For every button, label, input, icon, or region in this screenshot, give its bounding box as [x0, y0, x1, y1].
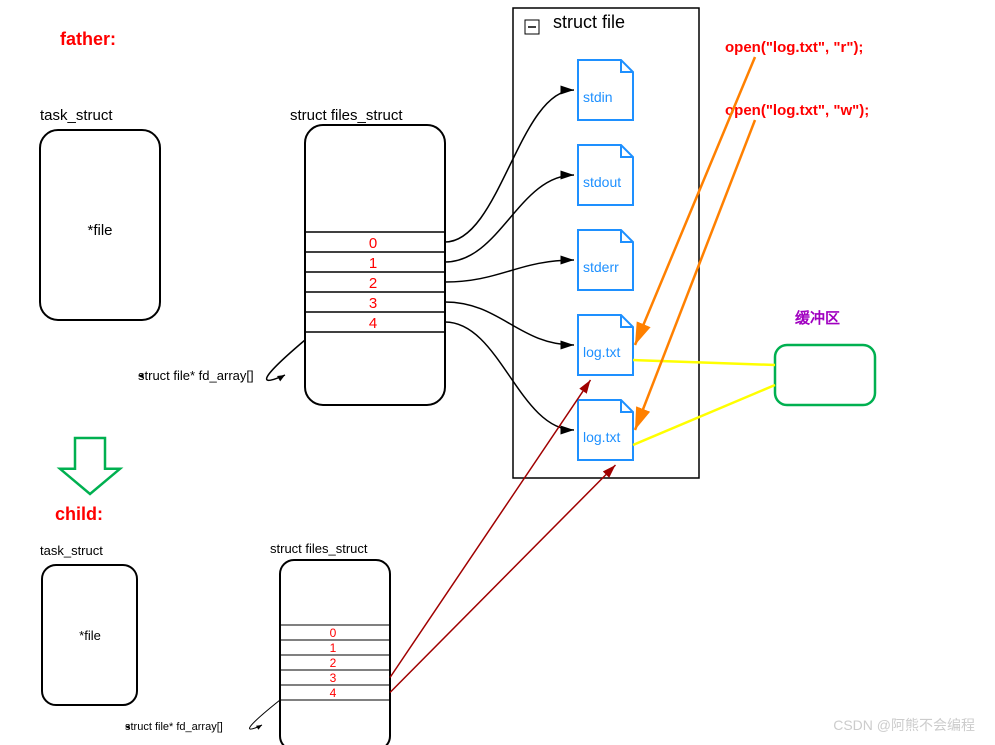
task-struct-c-label: task_struct	[40, 543, 103, 558]
file-icon-4: log.txt	[578, 400, 633, 460]
child-fd4-arrow	[390, 465, 616, 693]
file-icon-4-label: log.txt	[583, 429, 620, 445]
fork-arrow-icon	[60, 438, 120, 494]
file-icon-1-label: stdout	[583, 174, 621, 190]
buf-line-1	[633, 360, 775, 365]
file-icon-0-label: stdin	[583, 89, 613, 105]
file-icon-3: log.txt	[578, 315, 633, 375]
fd-index-f-2: 2	[369, 275, 377, 292]
file-icon-0: stdin	[578, 60, 633, 120]
files-struct-c-label: struct files_struct	[270, 541, 368, 556]
fd-array-c-label: struct file* fd_array[]	[125, 721, 223, 733]
fd-arrow-f-2	[445, 260, 574, 282]
fd-index-f-3: 3	[369, 295, 377, 312]
open-r-arrow	[635, 57, 755, 345]
file-icon-1: stdout	[578, 145, 633, 205]
fd-array-f-label: struct file* fd_array[]	[138, 368, 254, 383]
task-struct-f-label: task_struct	[40, 107, 113, 124]
fd-arrow-f-4	[445, 322, 574, 430]
fd-arrow-f-1	[445, 175, 574, 262]
file-ptr-f: *file	[87, 222, 112, 239]
father-label: father:	[60, 29, 116, 49]
fd-index-c-0: 0	[330, 626, 337, 640]
files-struct-f-label: struct files_struct	[290, 107, 403, 124]
child-fd3-arrow	[390, 380, 591, 678]
buffer-box	[775, 345, 875, 405]
open-r-label: open("log.txt", "r");	[725, 39, 863, 56]
struct-file-label: struct file	[553, 12, 625, 32]
open-w-label: open("log.txt", "w");	[725, 102, 869, 119]
file-ptr-c: *file	[79, 628, 101, 643]
fd-index-f-4: 4	[369, 315, 377, 332]
fd-index-f-0: 0	[369, 235, 377, 252]
fd-index-c-1: 1	[330, 641, 337, 655]
file-icon-2: stderr	[578, 230, 633, 290]
file-icon-2-label: stderr	[583, 259, 619, 275]
child-label: child:	[55, 504, 103, 524]
fd-arrow-f-3	[445, 302, 574, 345]
fd-index-f-1: 1	[369, 255, 377, 272]
struct-file-box	[513, 8, 699, 478]
buffer-label: 缓冲区	[795, 309, 840, 327]
fd-index-c-3: 3	[330, 671, 337, 685]
file-icon-3-label: log.txt	[583, 344, 620, 360]
open-w-arrow	[635, 120, 755, 430]
fd-index-c-4: 4	[330, 686, 337, 700]
fd-index-c-2: 2	[330, 656, 337, 670]
buf-line-2	[633, 385, 775, 445]
